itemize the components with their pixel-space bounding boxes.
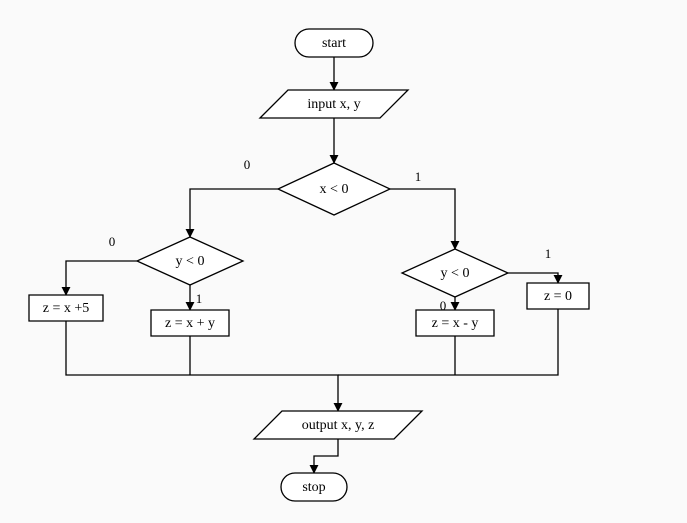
node-d_yL: y < 0 <box>137 237 243 285</box>
edge-label-e2: 0 <box>244 157 251 172</box>
node-d_x: x < 0 <box>278 163 390 215</box>
edge-label-e3: 1 <box>415 169 422 184</box>
node-stop: stop <box>281 473 347 501</box>
node-label-start: start <box>322 36 346 51</box>
edge-e3 <box>390 189 455 249</box>
node-label-output: output x, y, z <box>302 418 375 433</box>
node-label-p_z1: z = x +5 <box>43 301 90 316</box>
node-label-p_z2: z = x + y <box>165 316 215 331</box>
node-input: input x, y <box>260 90 408 118</box>
edge-e4 <box>66 261 137 295</box>
node-label-d_yR: y < 0 <box>441 266 470 281</box>
node-p_z2: z = x + y <box>151 310 229 336</box>
node-label-stop: stop <box>302 480 325 495</box>
node-d_yR: y < 0 <box>402 249 508 297</box>
edge-label-e5: 1 <box>196 291 203 306</box>
node-start: start <box>295 29 373 57</box>
edge-e12 <box>314 439 338 473</box>
edge-e7 <box>508 273 558 283</box>
node-label-d_yL: y < 0 <box>176 254 205 269</box>
edge-label-e7: 1 <box>545 246 552 261</box>
node-output: output x, y, z <box>254 411 422 439</box>
node-label-p_z3: z = x - y <box>432 316 479 331</box>
node-label-input: input x, y <box>307 97 360 112</box>
node-label-p_z4: z = 0 <box>544 289 572 304</box>
flowchart-canvas: 010101startinput x, yx < 0y < 0y < 0z = … <box>0 0 687 523</box>
node-p_z4: z = 0 <box>527 283 589 309</box>
node-p_z1: z = x +5 <box>29 295 103 321</box>
node-label-d_x: x < 0 <box>320 182 349 197</box>
edge-e2 <box>190 189 278 237</box>
edge-label-e4: 0 <box>109 234 116 249</box>
node-p_z3: z = x - y <box>416 310 494 336</box>
